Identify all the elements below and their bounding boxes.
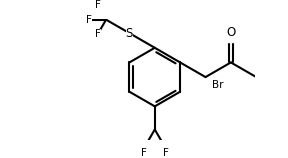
Text: F: F <box>141 148 147 158</box>
Text: Br: Br <box>212 80 223 90</box>
Text: F: F <box>95 0 101 10</box>
Text: O: O <box>226 26 236 39</box>
Text: F: F <box>86 15 92 25</box>
Text: F: F <box>95 29 101 39</box>
Text: S: S <box>126 27 133 40</box>
Text: F: F <box>163 148 168 158</box>
